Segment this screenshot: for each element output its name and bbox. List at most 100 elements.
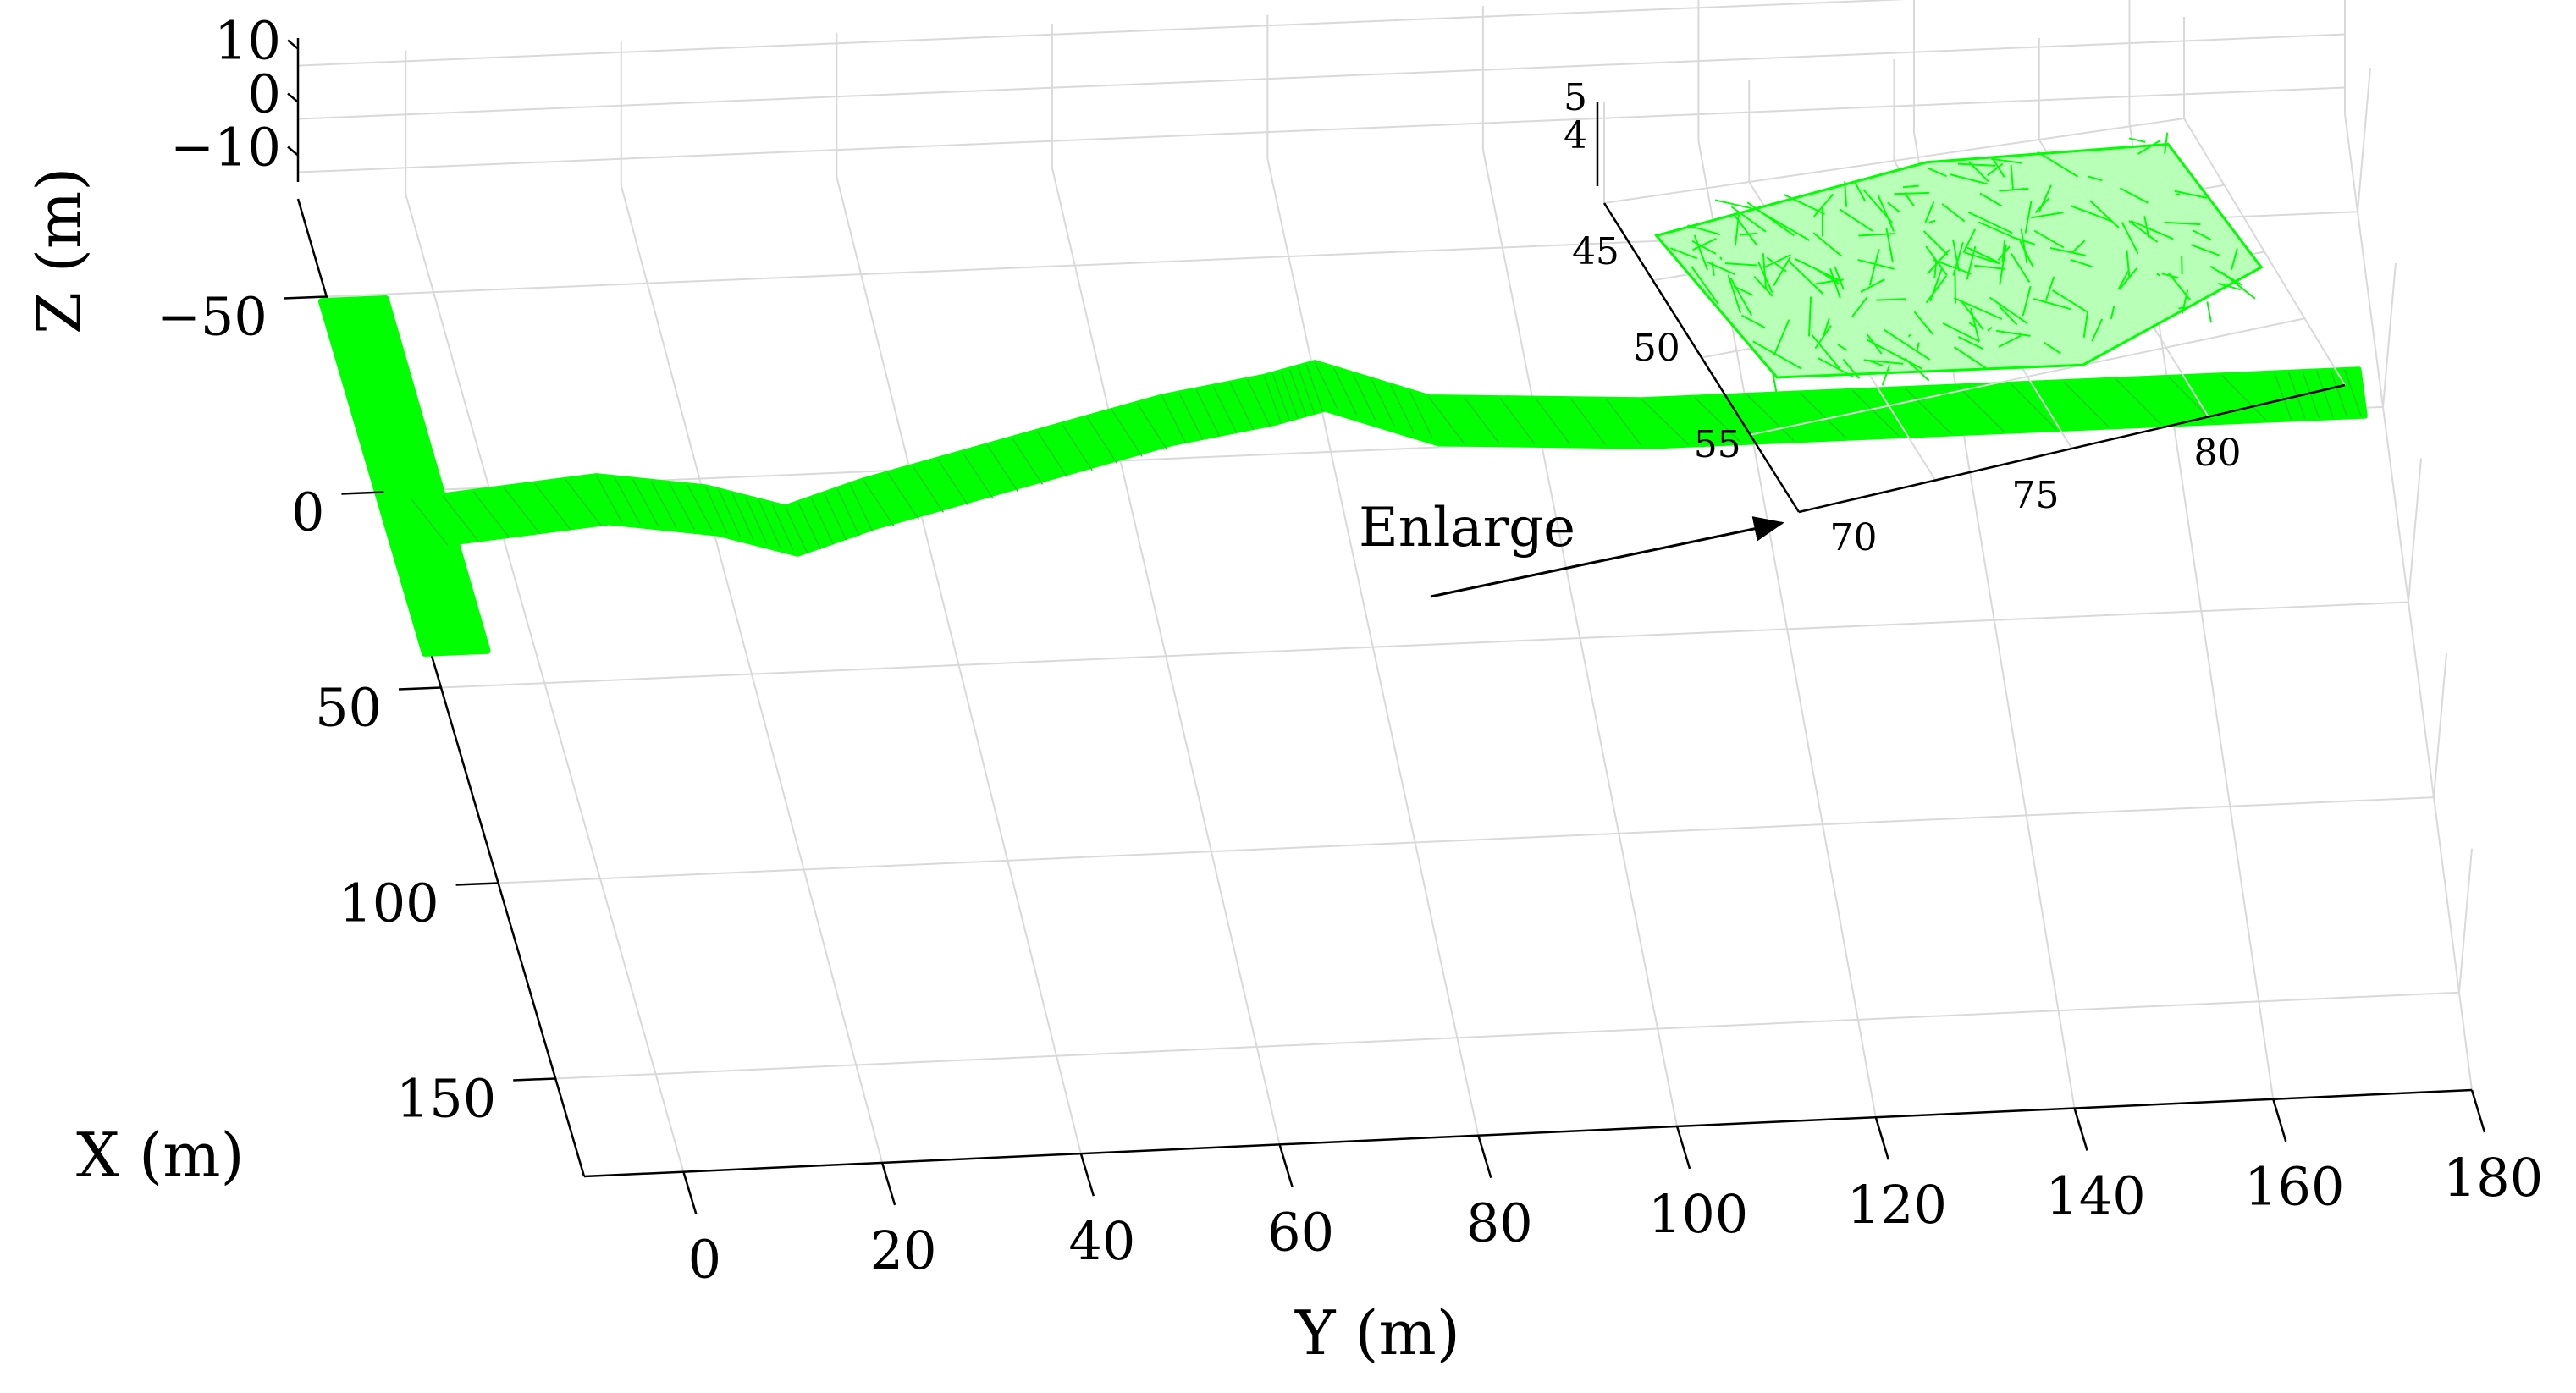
y-tick: [2470, 1089, 2486, 1133]
inset-mesh-edge: [1903, 192, 1915, 207]
mesh-edge: [2315, 371, 2334, 418]
inset-mesh-edge: [1957, 162, 1996, 167]
mesh-edge: [731, 493, 754, 541]
mesh-edge: [503, 487, 541, 534]
enlarge-annotation: Enlarge: [1359, 497, 1575, 559]
tunnel-side-branch: [317, 295, 491, 657]
inset-mesh-edge: [1860, 278, 1885, 293]
mesh-edge: [1305, 364, 1324, 412]
inset-mesh-edge: [1999, 187, 2029, 192]
mesh-edge: [1570, 398, 1606, 445]
inset-mesh-edge: [1998, 334, 2022, 348]
inset-mesh-edge: [1876, 298, 1906, 301]
inset-mesh-edge: [1808, 296, 1812, 337]
inset-mesh-edge: [2161, 273, 2179, 279]
inset-mesh-edge: [1913, 311, 1933, 335]
inset-mesh-edge: [1740, 314, 1766, 328]
inset-mesh-edge: [1842, 358, 1861, 379]
mesh-edge: [887, 472, 919, 520]
inset-mesh-edge: [2024, 200, 2033, 234]
grid-line-side: [2433, 653, 2447, 798]
mesh-edge: [2302, 371, 2320, 419]
x-axis-label: X (m): [76, 1120, 245, 1191]
inset-x-axis: [1602, 202, 1801, 513]
y-tick-label: 40: [1068, 1210, 1135, 1272]
inset-y-tick-label: 80: [2194, 432, 2242, 475]
inset-mesh-edge: [2220, 271, 2256, 300]
mesh-edge: [1178, 393, 1204, 440]
mesh-edge: [1535, 398, 1571, 445]
mesh-edge: [863, 479, 895, 527]
y-tick-label: 140: [2045, 1165, 2145, 1226]
inset-mesh-edge: [1711, 262, 1715, 276]
inset-mesh-edge: [2033, 229, 2065, 249]
x-tick: [398, 686, 442, 691]
inset-mesh-edge: [2010, 164, 2014, 190]
inset-mesh-edge: [2126, 250, 2131, 278]
mesh-edge: [1297, 366, 1316, 414]
mesh-edge: [1606, 399, 1641, 446]
inset-mesh-edge: [2010, 252, 2031, 283]
inset-mesh-edge: [2174, 190, 2208, 199]
inset-mesh-edge: [1928, 219, 1936, 223]
mesh-edge: [2221, 374, 2267, 421]
inset-mesh-edge: [1953, 346, 1988, 370]
inset-mesh-edge: [1960, 300, 1984, 331]
inset-mesh-edge: [1714, 199, 1752, 210]
inset-mesh-edge: [1877, 194, 1895, 232]
mesh-edge: [2063, 381, 2110, 428]
y-tick: [1278, 1144, 1294, 1187]
z-tick-label: 10: [214, 10, 281, 72]
y-tick: [682, 1171, 698, 1214]
mesh-edge: [2274, 372, 2292, 420]
mesh-edge: [1271, 373, 1290, 421]
inset-mesh-edge: [2031, 212, 2064, 219]
inset-mesh-edge: [2022, 285, 2032, 317]
mesh-edge: [745, 497, 768, 544]
mesh-edge: [1799, 392, 1847, 439]
inset-mesh-edge: [1857, 258, 1895, 270]
mesh-edge: [2344, 369, 2362, 417]
y-tick-label: 60: [1267, 1201, 1334, 1263]
inset-mesh-edge: [1772, 372, 1778, 394]
inset-mesh-edge: [1996, 329, 2031, 337]
mesh-edge: [912, 465, 945, 513]
inset-mesh-edge: [1962, 228, 1977, 254]
mesh-edge: [718, 490, 742, 537]
z-axis-label: Z (m): [24, 168, 95, 334]
inset-mesh-edge: [1925, 245, 1948, 276]
inset-mesh-edge: [1794, 257, 1842, 283]
inset-mesh-edge: [1729, 277, 1753, 317]
y-tick-label: 120: [1847, 1174, 1947, 1236]
mesh-edge: [836, 488, 860, 537]
z-tick: [287, 92, 299, 103]
inset-mesh-edge: [1925, 275, 1948, 304]
inset-mesh-edge: [2089, 200, 2120, 228]
inset-mesh-edge: [2231, 248, 2238, 270]
inset-mesh-edge: [1894, 191, 1929, 195]
mesh-edge: [1428, 396, 1465, 443]
inset-grid-line: [1750, 317, 2305, 436]
inset-mesh-edge: [1986, 162, 2004, 177]
x-tick: [513, 1077, 556, 1082]
inset-mesh-edge: [2038, 184, 2052, 212]
y-tick: [2272, 1098, 2287, 1142]
z-tick: [287, 39, 299, 50]
inset-mesh-edge: [1787, 259, 1823, 295]
x-tick: [341, 491, 384, 495]
inset-mesh-edge: [1950, 173, 1989, 185]
y-tick: [1477, 1135, 1492, 1179]
grid-line-side: [2382, 262, 2397, 407]
inset-mesh-edge: [2019, 240, 2034, 267]
inset-mesh-edge: [1719, 256, 1723, 261]
inset-mesh-edge: [1687, 224, 1721, 236]
inset-mesh-edge: [1887, 201, 1900, 213]
x-tick-label: −50: [157, 286, 268, 348]
inset-mesh-edge: [2143, 216, 2150, 238]
inset-mesh-edge: [2071, 205, 2112, 223]
tunnel-mesh: [317, 295, 2368, 657]
inset-mesh-edge: [1837, 344, 1848, 351]
mesh-edge: [986, 444, 1018, 492]
inset-mesh-edge: [1942, 322, 1980, 343]
inset-mesh-edge: [1818, 357, 1854, 378]
